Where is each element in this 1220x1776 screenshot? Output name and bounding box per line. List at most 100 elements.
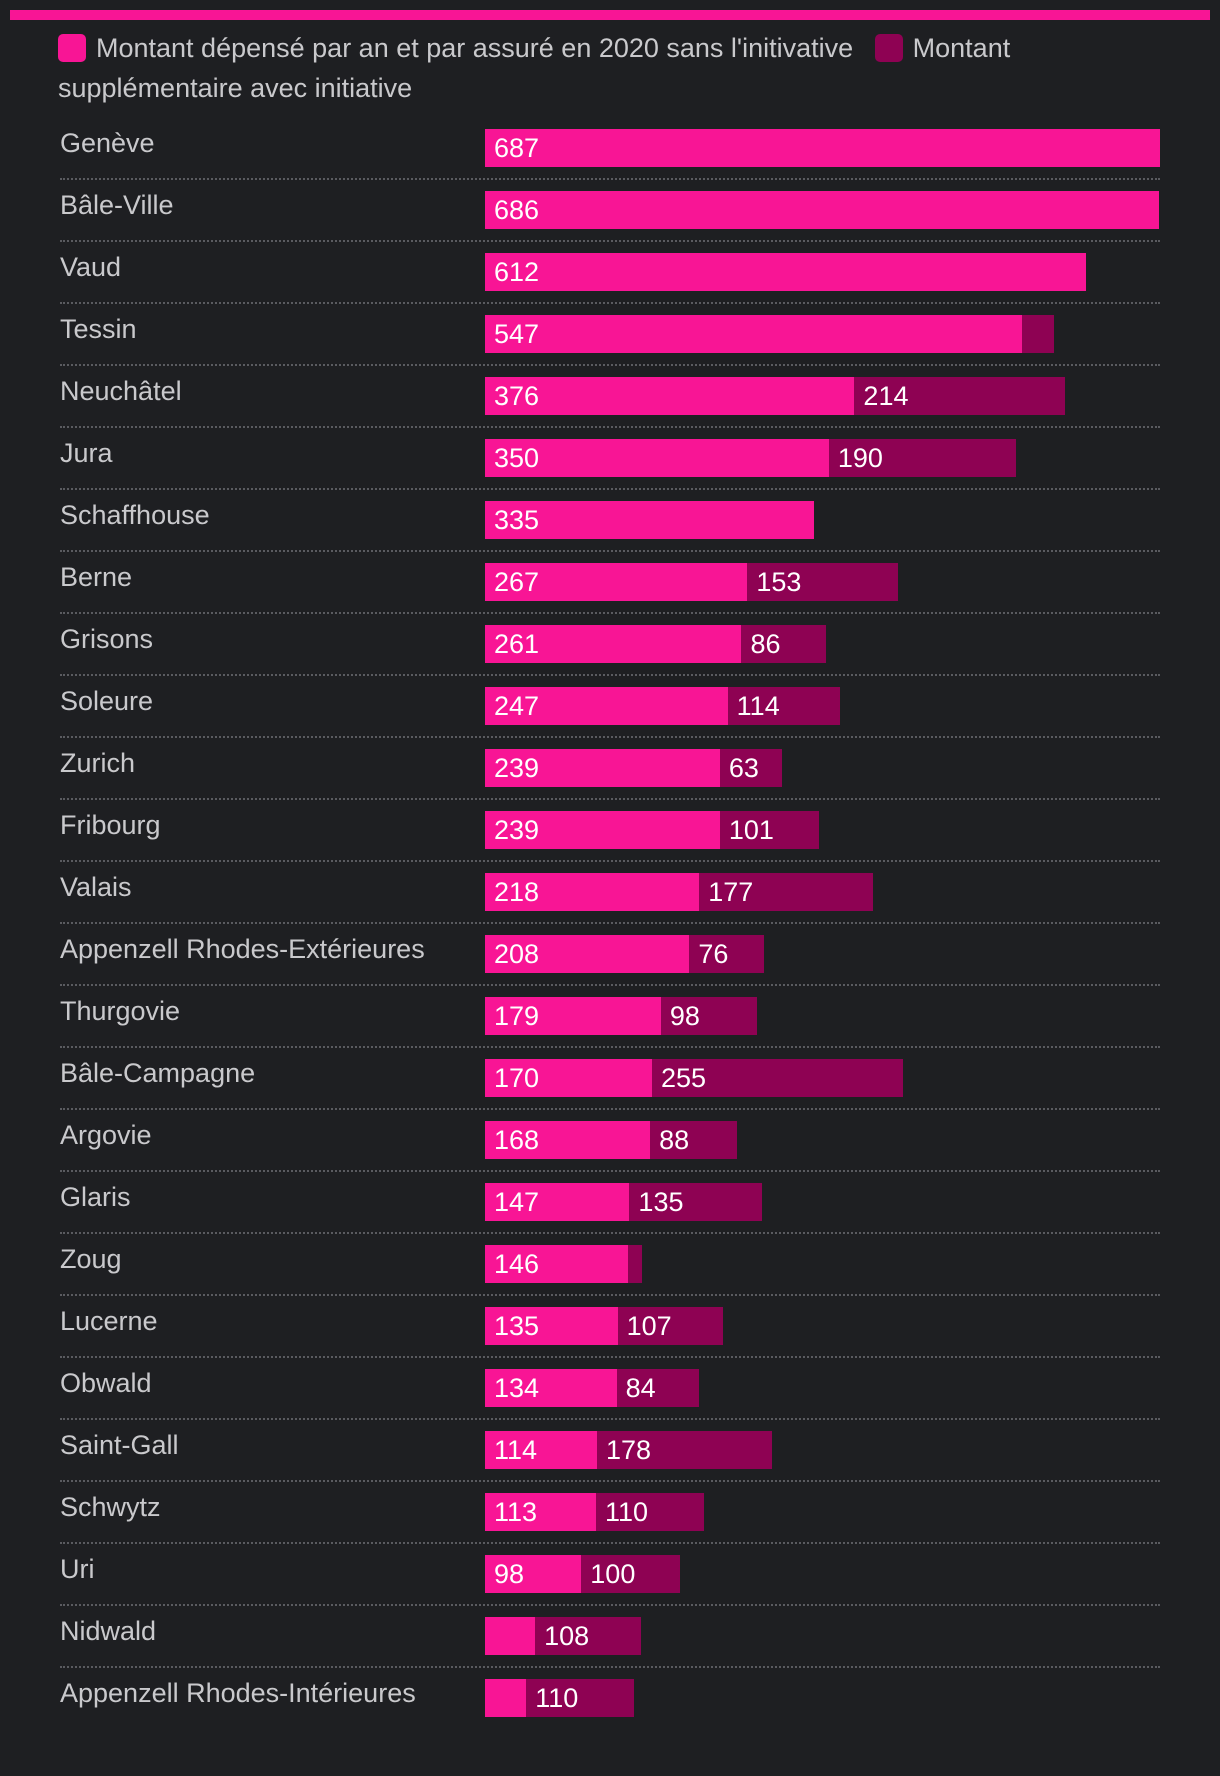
bar-extra-value: 190 [837,443,883,473]
row-separator [60,1294,1160,1296]
bar-base [485,811,720,849]
bar-extra [747,563,898,601]
bar-extra-value: 255 [661,1063,707,1093]
bar-base-value: 335 [494,505,540,535]
category-label: Soleure [60,686,154,716]
bar-base [485,191,1160,229]
bar-base-value: 135 [494,1311,540,1341]
row-separator [60,674,1160,676]
category-label: Vaud [60,252,122,282]
bar-base [485,935,690,973]
bar-base-value: 612 [494,257,540,287]
bar-extra [617,1307,723,1345]
bar-base [485,1617,536,1655]
row-separator [60,612,1160,614]
category-label: Bâle-Ville [60,190,174,220]
accent-top-bar [10,10,1210,20]
bar-extra [699,873,874,911]
bar-base [485,1431,597,1469]
bar-base [485,997,661,1035]
bar-extra [719,749,782,787]
category-label: Nidwald [60,1616,157,1646]
legend-item-extra: Montant supplémentaire avec initiative [58,33,1010,103]
bar-base-value: 168 [494,1125,540,1155]
bar-base-value: 350 [494,443,540,473]
row-separator [60,302,1160,304]
bar-extra [629,1183,763,1221]
row-separator [60,736,1160,738]
category-label: Uri [60,1554,95,1584]
bar-extra [652,1059,903,1097]
bar-base [485,1555,582,1593]
bar-base [485,315,1023,353]
row-separator [60,1480,1160,1482]
bar-extra-value: 100 [590,1559,636,1589]
bar-extra-value: 84 [625,1373,656,1403]
legend-swatch-extra [874,34,903,62]
category-label: Genève [60,128,155,158]
bar-base [485,749,720,787]
bar-base-value: 261 [494,629,540,659]
bar-extra-value: 98 [669,1001,700,1031]
bar-base [485,439,829,477]
legend-label-base: Montant dépensé par an et par assuré en … [96,33,854,63]
bar-extra-value: 107 [626,1311,672,1341]
bar-base [485,129,1160,167]
category-label: Grisons [60,624,154,654]
bar-extra [660,997,758,1035]
bar-base-value: 98 [494,1559,525,1589]
bar-extra [650,1121,737,1159]
bar-base [485,563,748,601]
category-label: Zoug [60,1244,122,1274]
bar-base [485,377,855,415]
row-separator [60,1356,1160,1358]
row-separator [60,922,1160,924]
bar-base-value: 267 [494,567,540,597]
bar-extra-value: 178 [606,1435,652,1465]
row-separator [60,240,1160,242]
bar-extra-value: 214 [863,381,909,411]
category-label: Fribourg [60,810,161,840]
row-separator [60,1108,1160,1110]
row-separator [60,1542,1160,1544]
bar-base-value: 547 [494,319,540,349]
bar-base [485,1121,651,1159]
bar-base-value: 687 [494,133,540,163]
bar-base [485,1245,629,1283]
bar-extra [727,687,840,725]
row-separator [60,1418,1160,1420]
row-separator [60,488,1160,490]
bar-extra-value: 114 [736,691,780,721]
category-label: Thurgovie [60,996,181,1026]
bar-extra [719,811,820,849]
bar-extra [741,625,826,663]
bar-extra [596,1493,705,1531]
bar-base-value: 134 [494,1373,540,1403]
bar-extra [854,377,1065,415]
bar-extra [616,1369,700,1407]
bar-base [485,1369,617,1407]
bar-base [485,1307,618,1345]
category-label: Saint-Gall [60,1430,179,1460]
bar-extra-value: 135 [638,1187,684,1217]
bar-base-value: 686 [494,195,540,225]
bar-extra [828,439,1016,477]
bar-extra-value: 86 [750,629,781,659]
bar-extra [535,1617,642,1655]
legend: Montant dépensé par an et par assuré en … [58,28,1168,108]
bar-base [485,1059,653,1097]
bar-base-value: 208 [494,939,540,969]
bar-extra [689,935,765,973]
row-separator [60,364,1160,366]
category-label: Zurich [60,748,136,778]
bar-base [485,1183,630,1221]
bar-extra-value: 153 [756,567,802,597]
bar-extra [1022,315,1054,353]
row-separator [60,178,1160,180]
bar-extra-value: 88 [659,1125,690,1155]
category-label: Valais [60,872,132,902]
row-separator [60,798,1160,800]
row-separator [60,860,1160,862]
legend-swatch-base [58,34,86,62]
row-separator [60,1604,1160,1606]
